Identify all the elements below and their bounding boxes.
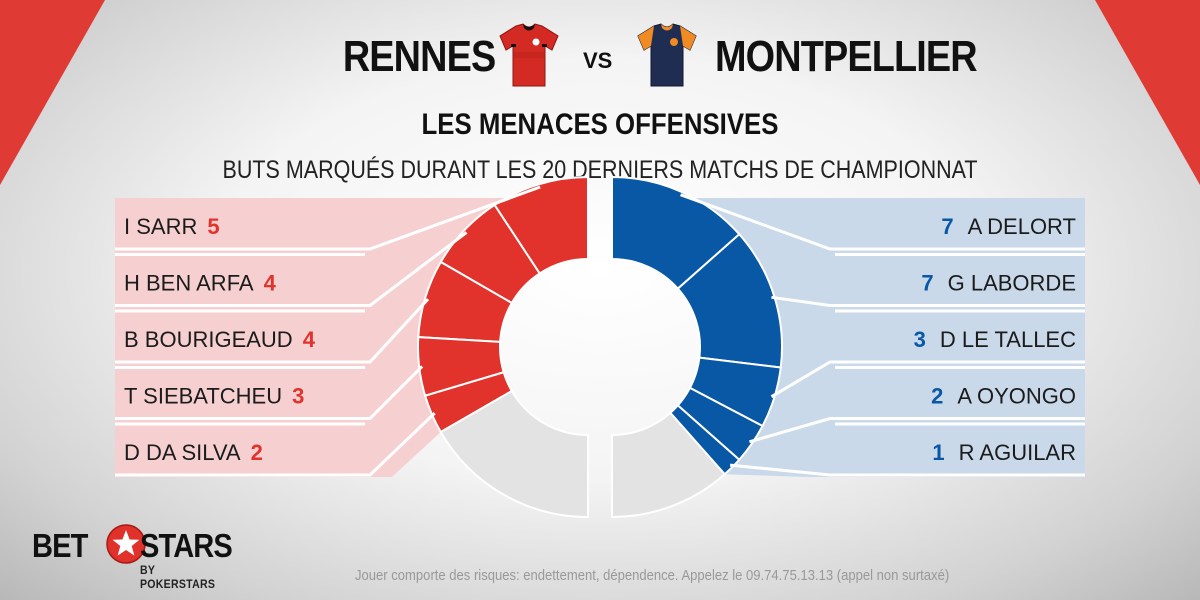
left-label-panel <box>115 177 588 477</box>
match-header: RENNES VS MONTPELLIER <box>0 22 1200 92</box>
right-player-name-3: D LE TALLEC <box>940 327 1076 352</box>
right-segment-other <box>611 411 727 519</box>
right-player-goals-2: 7 <box>921 271 933 296</box>
left-leader-line-1 <box>115 185 541 251</box>
right-label-panel <box>612 177 1085 477</box>
corner-decoration-left <box>0 0 105 185</box>
right-player-goals-3: 3 <box>914 327 926 352</box>
logo-bet-text: BET <box>32 527 88 564</box>
team-home-name: RENNES <box>342 32 495 81</box>
betstars-logo: BET STARS BY POKERSTARS <box>32 524 242 591</box>
gambling-disclaimer: Jouer comporte des risques: endettement,… <box>355 568 950 584</box>
left-player-name-4: T SIEBATCHEU <box>124 384 282 409</box>
right-player-goals-5: 1 <box>932 440 944 465</box>
left-leader-line-3 <box>115 298 430 364</box>
star-icon <box>106 524 146 564</box>
section-subtitle: BUTS MARQUÉS DURANT LES 20 DERNIERS MATC… <box>222 156 978 184</box>
left-player-name-5: D DA SILVA <box>124 440 241 465</box>
right-player-goals-4: 2 <box>931 384 943 409</box>
left-player-goals-3: 4 <box>303 327 316 352</box>
corner-decoration-right <box>1095 0 1200 185</box>
versus-label: VS <box>583 48 613 73</box>
left-player-goals-1: 5 <box>207 214 219 239</box>
red-jersey-icon <box>499 23 559 87</box>
left-segment-other <box>439 389 589 519</box>
right-player-goals-1: 7 <box>941 214 953 239</box>
right-player-name-2: G LABORDE <box>948 271 1076 296</box>
left-player-name-2: H BEN ARFA <box>124 271 254 296</box>
team-away-name: MONTPELLIER <box>715 32 978 81</box>
left-player-name-3: B BOURIGEAUD <box>124 327 293 352</box>
right-leader-line-4 <box>749 417 1085 444</box>
left-player-name-1: I SARR <box>124 214 197 239</box>
right-player-name-1: A DELORT <box>968 214 1076 239</box>
right-leader-line-1 <box>680 193 1085 251</box>
left-leader-line-2 <box>115 231 468 307</box>
left-leader-line-4 <box>115 365 424 420</box>
right-leader-line-2 <box>771 295 1085 307</box>
section-title: LES MENACES OFFENSIVES <box>421 108 779 141</box>
left-player-goals-5: 2 <box>251 440 263 465</box>
right-player-name-5: R AGUILAR <box>959 440 1076 465</box>
right-leader-line-5 <box>729 463 1085 477</box>
navy-orange-jersey-icon <box>637 23 697 87</box>
left-player-goals-4: 3 <box>292 384 304 409</box>
right-leader-line-3 <box>770 360 1085 398</box>
logo-stars-text: STARS <box>140 527 233 564</box>
right-player-name-4: A OYONGO <box>957 384 1076 409</box>
logo-subtitle: BY POKERSTARS <box>140 563 216 591</box>
left-player-goals-2: 4 <box>264 271 277 296</box>
left-leader-line-5 <box>115 412 436 477</box>
